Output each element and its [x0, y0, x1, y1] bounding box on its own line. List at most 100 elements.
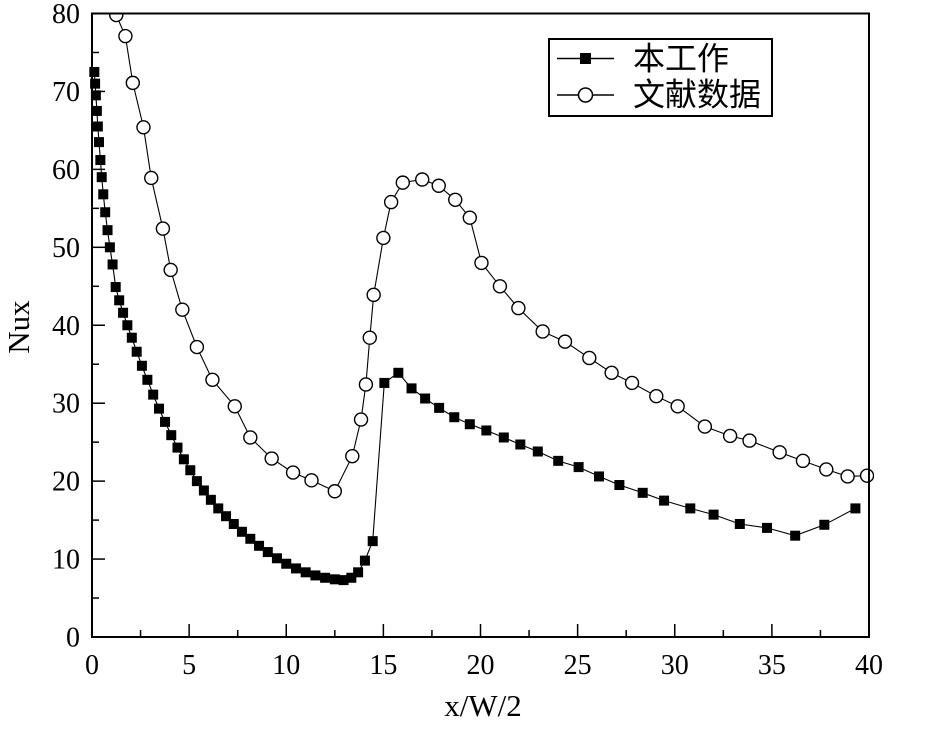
data-point-square: [89, 66, 100, 77]
data-point-square: [353, 567, 364, 578]
data-point-square: [95, 155, 106, 166]
data-point-square: [464, 419, 475, 430]
data-point-square: [104, 242, 115, 253]
y-tick-label: 30: [52, 389, 80, 420]
data-point-square: [154, 403, 165, 414]
data-point-square: [185, 465, 196, 476]
data-point-circle: [462, 210, 478, 225]
data-point-circle: [155, 221, 171, 236]
data-point-square: [659, 495, 670, 506]
axis-ticks: 0 5 10 15 20 25 30 35 40 0 10 20 30 40 50 60 70 80: [52, 0, 883, 681]
data-point-circle: [670, 399, 685, 414]
data-point-circle: [582, 350, 597, 366]
data-point-circle: [125, 75, 140, 91]
data-point-circle: [358, 377, 374, 392]
data-point-square: [245, 533, 256, 544]
data-point-square: [593, 471, 604, 482]
y-tick-label: 20: [52, 467, 80, 498]
data-point-square: [221, 511, 232, 522]
data-point-square: [160, 416, 171, 427]
data-point-square: [118, 307, 129, 318]
data-point-square: [614, 480, 625, 491]
data-point-circle: [415, 172, 430, 187]
data-point-square: [790, 530, 801, 541]
series-this-work: [89, 66, 861, 586]
data-point-square: [449, 412, 460, 423]
data-point-circle: [227, 399, 242, 414]
x-tick-label: 10: [272, 650, 300, 681]
data-point-circle: [163, 262, 178, 278]
data-point-square: [359, 555, 370, 566]
data-point-square: [819, 519, 830, 530]
data-point-square: [205, 494, 216, 505]
x-tick-label: 25: [564, 650, 592, 681]
data-point-square: [498, 432, 509, 443]
data-point-square: [434, 402, 445, 413]
data-point-square: [114, 295, 125, 306]
data-point-circle: [448, 192, 463, 207]
y-tick-label: 70: [52, 77, 80, 108]
data-point-circle: [144, 170, 159, 186]
data-point-circle: [772, 445, 787, 460]
data-point-circle: [535, 324, 550, 339]
data-point-circle: [383, 194, 399, 210]
data-point-circle: [264, 451, 279, 466]
data-point-square: [310, 570, 321, 581]
data-point-square: [734, 518, 745, 529]
data-point-square: [346, 572, 357, 583]
data-point-square: [281, 558, 292, 569]
data-point-square: [338, 575, 349, 586]
data-point-square: [420, 393, 431, 404]
data-point-square: [213, 503, 224, 514]
data-point-square: [393, 367, 404, 378]
data-point-circle: [205, 372, 220, 388]
data-point-circle: [557, 334, 573, 349]
data-point-square: [379, 377, 390, 388]
data-point-circle: [353, 412, 369, 427]
data-point-square: [850, 503, 861, 514]
legend-label-this-work: 本工作: [633, 41, 729, 77]
data-point-circle: [304, 473, 319, 488]
y-tick-label: 40: [52, 311, 80, 342]
data-point-square: [685, 503, 696, 514]
series-literature-data-line: [115, 14, 868, 493]
data-point-circle: [366, 287, 381, 303]
plot-frame: [91, 12, 870, 638]
data-point-circle: [327, 484, 343, 499]
x-tick-label: 0: [85, 650, 99, 681]
data-point-square: [198, 485, 209, 496]
y-tick-label: 60: [52, 155, 80, 186]
legend: 本工作 文献数据: [548, 38, 773, 117]
x-axis-title: x/W/2: [444, 688, 522, 723]
y-axis-title: Nux: [1, 300, 36, 354]
data-point-square: [254, 540, 265, 551]
data-point-square: [481, 425, 492, 436]
data-point-square: [110, 282, 121, 293]
data-point-circle: [840, 469, 855, 484]
data-point-square: [92, 121, 103, 132]
data-point-circle: [697, 419, 713, 434]
x-tick-label: 30: [661, 650, 689, 681]
data-point-square: [515, 439, 526, 450]
data-point-square: [93, 137, 104, 148]
data-point-circle: [109, 13, 124, 23]
data-point-circle: [492, 279, 508, 294]
data-point-square: [367, 536, 378, 547]
data-point-square: [553, 455, 564, 466]
series-literature-data: [109, 13, 874, 499]
data-point-square: [172, 442, 183, 453]
data-point-square: [96, 172, 107, 183]
data-point-circle: [649, 388, 664, 404]
data-point-square: [100, 207, 111, 218]
data-point-circle: [376, 230, 391, 246]
legend-box: [548, 38, 773, 117]
data-point-circle: [243, 430, 258, 445]
x-tick-label: 20: [467, 650, 495, 681]
data-point-square: [122, 320, 133, 331]
data-point-square: [236, 526, 247, 537]
data-point-square: [708, 509, 719, 520]
data-point-square: [126, 332, 137, 343]
y-tick-label: 0: [66, 623, 80, 654]
data-point-circle: [118, 28, 133, 44]
